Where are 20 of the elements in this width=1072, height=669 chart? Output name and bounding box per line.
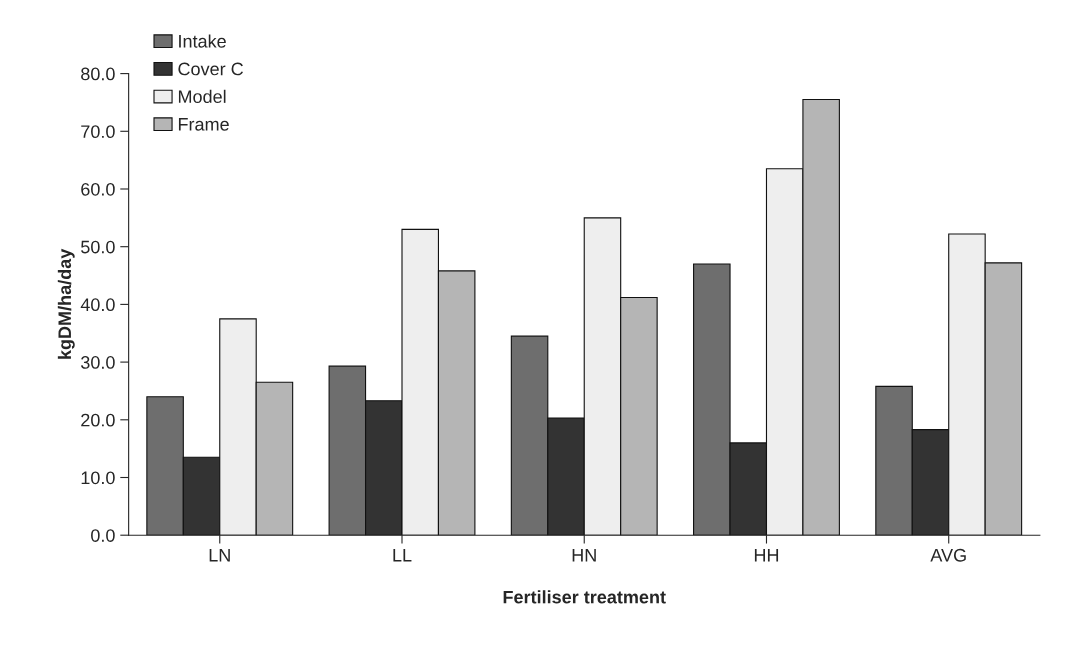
x-axis-title: Fertiliser treatment xyxy=(503,590,666,604)
y-tick-label: 10.0 xyxy=(81,471,115,485)
y-tick-label: 40.0 xyxy=(80,298,115,312)
legend-label: Frame xyxy=(178,118,229,131)
y-tick-label: 50.0 xyxy=(81,240,115,254)
x-tick-label: HN xyxy=(572,549,596,562)
x-tick-label: AVG xyxy=(930,548,966,562)
x-tick-label: LL xyxy=(393,549,412,562)
legend-label: Model xyxy=(178,89,226,104)
legend-label: Cover C xyxy=(178,62,243,76)
x-tick-label: LN xyxy=(209,549,230,562)
legend-label: Intake xyxy=(179,34,226,48)
y-tick-label: 70.0 xyxy=(81,125,115,139)
y-tick-label: 30.0 xyxy=(81,356,115,369)
y-axis-title: kgDM/ha/day xyxy=(57,248,75,359)
y-tick-label: 80.0 xyxy=(81,67,115,81)
x-tick-label: HH xyxy=(754,549,779,562)
y-tick-label: 20.0 xyxy=(81,413,115,427)
y-tick-label: 60.0 xyxy=(81,182,115,196)
y-tick-label: 0.0 xyxy=(91,529,115,542)
